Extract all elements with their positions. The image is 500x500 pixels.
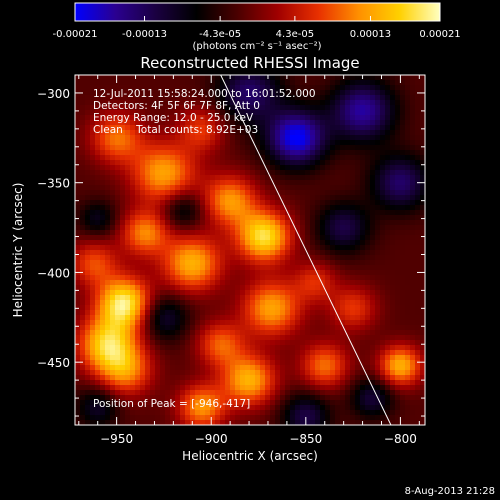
axis-ticks: −950 −900 −850 −800 −450 −400 −350 −300	[37, 74, 425, 446]
y-axis-label: Heliocentric Y (arcsec)	[11, 183, 25, 318]
heatmap-image	[75, 75, 425, 425]
x-tick-label: −800	[384, 432, 417, 446]
plot-frame	[74, 74, 426, 426]
x-tick-label: −950	[100, 432, 133, 446]
y-tick-label: −450	[37, 356, 70, 370]
colorbar-tick-label: 4.3e-05	[276, 29, 314, 40]
colorbar-tick-label: -0.00013	[122, 29, 167, 40]
limb-line	[220, 75, 392, 425]
footer-timestamp: 8-Aug-2013 21:28	[405, 486, 495, 497]
colorbar-tick-label: 0.00013	[350, 29, 391, 40]
annotation-time-range: 12-Jul-2011 15:58:24.000 to 16:01:52.000	[93, 88, 316, 100]
peak-position-label: Position of Peak = [-946,-417]	[93, 398, 250, 410]
annotation-clean-counts: Clean Total counts: 8.92E+03	[93, 124, 258, 136]
colorbar-units-label: (photons cm⁻² s⁻¹ asec⁻²)	[192, 41, 321, 52]
chart-title: Reconstructed RHESSI Image	[140, 54, 359, 72]
annotation-detectors: Detectors: 4F 5F 6F 7F 8F, Att 0	[93, 100, 260, 112]
y-tick-label: −400	[37, 266, 70, 280]
colorbar-ticks: -0.00021 -0.00013 -4.3e-05 4.3e-05 0.00013 0.…	[53, 16, 461, 40]
y-tick-label: −350	[37, 177, 70, 191]
y-tick-label: −300	[37, 87, 70, 101]
colorbar-tick-label: 0.00021	[419, 29, 460, 40]
colorbar-tick-label: -0.00021	[53, 29, 98, 40]
colorbar-tick-label: -4.3e-05	[199, 29, 241, 40]
annotation-energy-range: Energy Range: 12.0 - 25.0 keV	[93, 112, 254, 124]
x-tick-label: −850	[289, 432, 322, 446]
x-axis-label: Heliocentric X (arcsec)	[182, 449, 318, 463]
colorbar	[74, 2, 441, 22]
x-tick-label: −900	[195, 432, 228, 446]
